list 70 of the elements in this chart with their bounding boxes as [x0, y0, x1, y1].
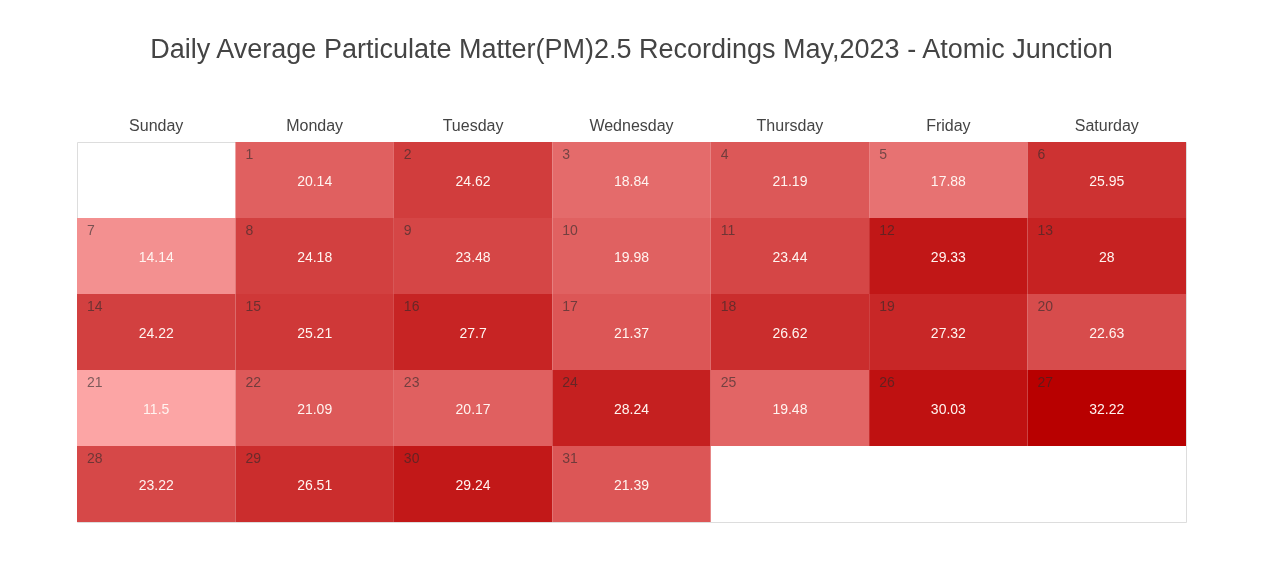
data-label: 28.24	[613, 401, 650, 417]
data-label: 29.33	[930, 249, 967, 265]
x-tick-label: Sunday	[129, 116, 184, 134]
annotation: 6	[1037, 146, 1046, 162]
annotation: 3	[562, 146, 571, 162]
annotation: 1	[245, 146, 254, 162]
annotation: 9	[403, 222, 412, 238]
annotation: 22	[245, 374, 262, 390]
data-label: 21.39	[613, 477, 650, 493]
data-label: 24.22	[138, 325, 174, 341]
data-label: 28	[1099, 249, 1115, 265]
data-label: 20.14	[297, 173, 333, 189]
x-tick-label: Monday	[286, 116, 344, 134]
annotation: 11	[720, 222, 736, 238]
annotation: 12	[879, 222, 895, 238]
annotation: 27	[1037, 374, 1054, 390]
annotation: 10	[562, 222, 579, 238]
annotation: 5	[879, 146, 888, 162]
annotation: 19	[879, 298, 895, 314]
annotation: 15	[245, 298, 262, 314]
annotation: 18	[720, 298, 737, 314]
annotation: 30	[403, 450, 420, 466]
annotation: 21	[87, 374, 103, 390]
annotation: 31	[562, 450, 579, 466]
data-label: 19.98	[613, 249, 650, 265]
x-tick-label: Tuesday	[442, 116, 504, 134]
chart-title: Daily Average Particulate Matter(PM)2.5 Recordings May,2023 - Atomic Junction	[150, 34, 1113, 64]
data-label: 27.7	[459, 325, 487, 341]
data-label: 23.22	[138, 477, 174, 493]
annotation: 20	[1037, 298, 1054, 314]
data-label: 21.19	[772, 173, 808, 189]
data-label: 20.17	[455, 401, 491, 417]
annotation: 13	[1037, 222, 1054, 238]
x-tick-label: Saturday	[1074, 116, 1139, 134]
annotation: 24	[562, 374, 579, 390]
x-tick-label: Thursday	[756, 116, 824, 134]
annotation: 26	[879, 374, 895, 390]
data-label: 30.03	[930, 401, 967, 417]
data-label: 25.95	[1089, 173, 1125, 189]
annotation: 28	[87, 450, 103, 466]
data-label: 23.44	[772, 249, 808, 265]
data-label: 24.62	[455, 173, 491, 189]
data-label: 11.5	[143, 401, 170, 417]
annotation: 2	[403, 146, 412, 162]
data-label: 21.37	[613, 325, 650, 341]
data-label: 26.62	[772, 325, 808, 341]
annotation: 29	[245, 450, 262, 466]
data-label: 14.14	[138, 249, 174, 265]
annotation: 14	[87, 298, 103, 314]
x-tick-label: Friday	[926, 116, 971, 134]
data-label: 29.24	[455, 477, 491, 493]
data-label: 22.63	[1089, 325, 1125, 341]
annotation: 23	[403, 374, 420, 390]
data-label: 25.21	[297, 325, 333, 341]
data-label: 24.18	[297, 249, 333, 265]
data-label: 23.48	[455, 249, 491, 265]
data-label: 27.32	[930, 325, 967, 341]
data-label: 21.09	[297, 401, 333, 417]
data-label: 19.48	[772, 401, 808, 417]
annotation: 4	[720, 146, 729, 162]
data-label: 17.88	[930, 173, 967, 189]
annotation: 7	[87, 222, 95, 238]
annotation: 25	[720, 374, 737, 390]
annotation: 17	[562, 298, 579, 314]
data-label: 18.84	[613, 173, 650, 189]
data-label: 32.22	[1089, 401, 1125, 417]
data-label: 26.51	[297, 477, 333, 493]
x-tick-label: Wednesday	[589, 116, 674, 134]
annotation: 8	[245, 222, 254, 238]
annotation: 16	[403, 298, 420, 314]
